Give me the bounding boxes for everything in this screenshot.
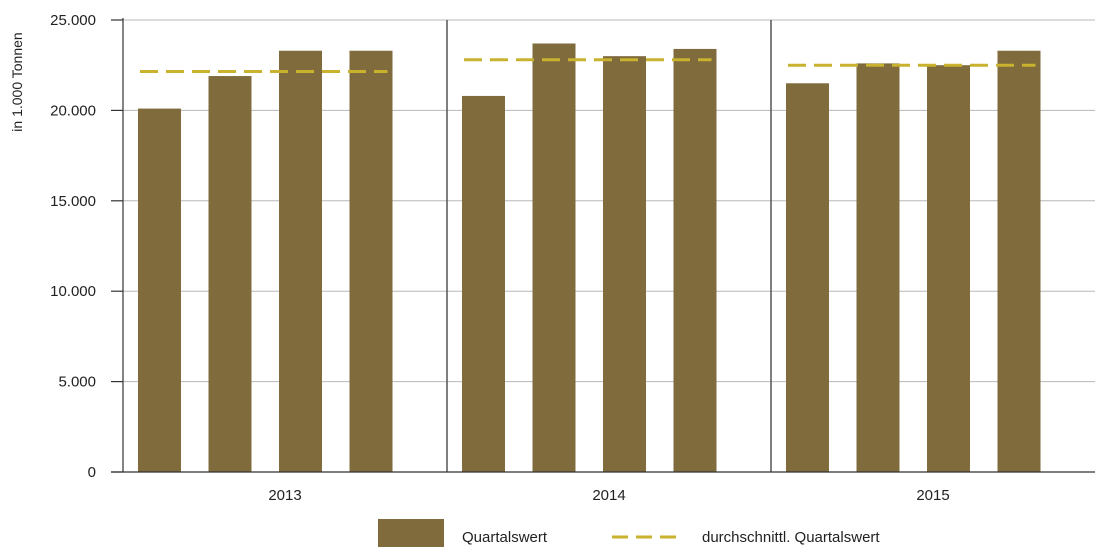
x-tick-label: 2014 <box>592 487 625 504</box>
bar <box>603 56 646 472</box>
bar <box>138 108 181 472</box>
legend: Quartalswert durchschnittl. Quartalswert <box>378 519 880 547</box>
group-separators <box>446 20 772 472</box>
bar <box>349 50 393 473</box>
x-tick-label: 2015 <box>916 487 949 504</box>
legend-swatch-quartalswert <box>378 519 444 547</box>
y-tick-label: 25.000 <box>50 12 96 29</box>
y-axis-title: in 1.000 Tonnen <box>9 32 25 131</box>
y-tick-label: 20.000 <box>50 102 96 119</box>
bar <box>856 63 900 472</box>
axes <box>111 18 1095 473</box>
bar <box>997 50 1041 473</box>
bar <box>673 48 717 472</box>
x-tick-labels: 2013 2014 2015 <box>268 487 949 504</box>
bar <box>786 83 829 472</box>
bar <box>279 50 322 473</box>
bar <box>462 95 505 472</box>
bar <box>208 76 252 472</box>
y-tick-label: 15.000 <box>50 193 96 210</box>
y-tick-label: 10.000 <box>50 283 96 300</box>
legend-label-quartalswert: Quartalswert <box>462 529 548 546</box>
bars <box>138 43 1041 473</box>
y-tick-labels: 0 5.000 10.000 15.000 20.000 25.000 <box>50 12 123 481</box>
average-lines <box>140 58 1036 74</box>
x-tick-label: 2013 <box>268 487 301 504</box>
bar <box>532 43 576 473</box>
y-tick-label: 5.000 <box>58 374 96 391</box>
legend-label-average: durchschnittl. Quartalswert <box>702 529 880 546</box>
bar <box>927 65 970 472</box>
y-tick-label: 0 <box>88 464 96 481</box>
